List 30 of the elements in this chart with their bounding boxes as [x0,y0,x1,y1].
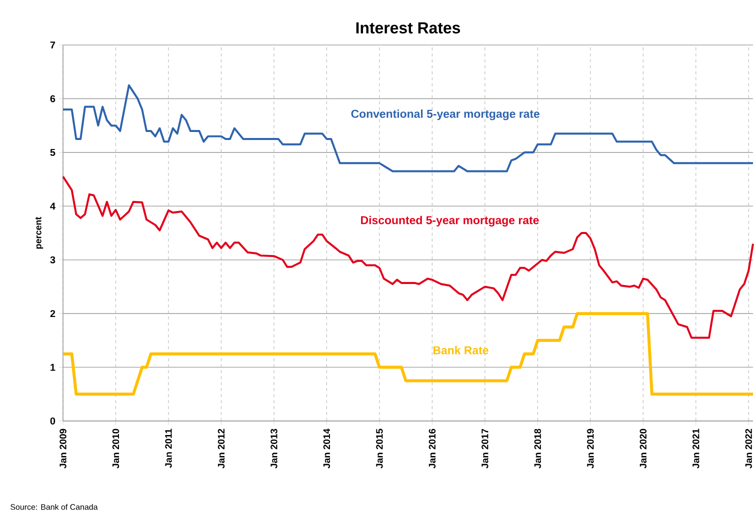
x-tick-label: Jan 2009 [60,428,66,468]
y-tick-label: 7 [50,42,56,48]
x-tick-label: Jan 2015 [376,428,383,468]
y-tick-label: 6 [50,95,56,102]
line-series [62,312,755,396]
y-tick-label: 0 [50,417,56,425]
x-tick-label: Jan 2014 [323,428,330,468]
x-tick-label: Jan 2022 [745,428,752,468]
y-axis-title: percent [35,216,44,249]
chart-title: Interest Rates [356,22,460,34]
x-tick-label: Jan 2019 [587,428,594,468]
series-label: Conventional 5-year mortgage rate [351,109,540,120]
x-tick-label: Jan 2018 [534,428,542,468]
line-series [62,84,754,172]
text: Discounted 5-year mortgage rate [361,216,539,227]
x-tick-label: Jan 2020 [640,428,646,468]
x-tick-label: Jan 2012 [218,428,225,468]
x-tick-label: Jan 2017 [482,428,488,468]
y-tick-label: 5 [50,148,56,156]
x-tick-label: Jan 2011 [165,428,172,468]
y-tick-label: 1 [50,364,56,371]
y-tick-label: 4 [50,202,56,210]
x-tick-label: Jan 2021 [692,428,700,468]
x-tick-label: Jan 2016 [428,428,436,468]
x-tick-label: Jan 2010 [112,428,120,468]
line-series [62,176,754,339]
y-tick-label: 2 [50,310,56,318]
y-tick-label: 3 [50,256,56,264]
x-tick-label: Jan 2013 [270,428,278,468]
text: Bank Rate [433,346,488,354]
